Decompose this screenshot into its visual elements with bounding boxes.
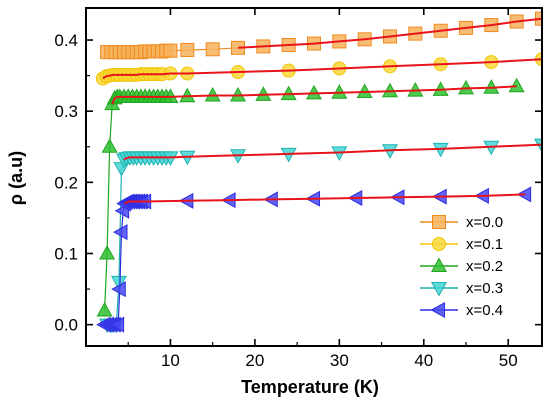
data-point xyxy=(96,301,113,317)
legend-label: x=0.3 xyxy=(466,280,503,297)
data-point xyxy=(508,77,525,93)
legend-label: x=0.0 xyxy=(466,214,503,231)
data-point xyxy=(180,42,195,57)
x-tick-label: 40 xyxy=(414,351,433,370)
plot-frame xyxy=(85,7,543,347)
legend-marker xyxy=(430,302,446,318)
y-tick-label: 0.2 xyxy=(54,173,78,192)
legend-item: x=0.3 xyxy=(420,280,503,297)
y-tick-label: 0.0 xyxy=(54,316,78,335)
data-layer xyxy=(95,11,542,334)
legend-marker xyxy=(431,257,447,273)
series-line xyxy=(104,193,526,326)
legend-label: x=0.2 xyxy=(466,258,503,275)
x-tick-label: 20 xyxy=(245,351,264,370)
legend-marker xyxy=(432,215,446,229)
fit-line xyxy=(237,17,542,49)
legend: x=0.0 x=0.1 x=0.2 x=0.3 x=0.4 xyxy=(420,214,503,319)
legend-marker xyxy=(432,237,446,251)
series-line xyxy=(107,144,542,326)
legend-marker xyxy=(431,281,447,297)
fit-line xyxy=(124,193,526,205)
legend-item: x=0.4 xyxy=(420,302,503,319)
y-tick-label: 0.4 xyxy=(54,31,78,50)
legend-label: x=0.4 xyxy=(466,302,503,319)
data-point xyxy=(112,224,128,241)
fit-line xyxy=(123,143,542,161)
data-point xyxy=(162,151,179,166)
x-tick-label: 50 xyxy=(499,351,518,370)
data-point xyxy=(205,42,220,57)
legend-item: x=0.1 xyxy=(420,236,503,253)
data-point xyxy=(163,43,178,58)
data-point xyxy=(111,281,126,298)
fit-line xyxy=(102,58,542,80)
data-point xyxy=(109,316,125,333)
x-axis-title: Temperature (K) xyxy=(241,377,379,397)
legend-item: x=0.0 xyxy=(420,214,503,231)
fit-line xyxy=(111,85,517,105)
series-x=0.0 xyxy=(100,11,542,60)
x-tick-label: 30 xyxy=(330,351,349,370)
data-point xyxy=(101,138,118,153)
legend-item: x=0.2 xyxy=(420,257,503,275)
y-tick-label: 0.3 xyxy=(54,102,78,121)
data-point xyxy=(99,244,116,260)
tick-layer: 10 20 30 40 50 0.0 0.1 0.2 0.3 0.4 xyxy=(54,8,542,370)
x-tick-label: 10 xyxy=(161,351,180,370)
y-axis-title: ρ (a.u) xyxy=(6,151,26,205)
y-tick-label: 0.1 xyxy=(54,244,78,263)
legend-label: x=0.1 xyxy=(466,236,503,253)
